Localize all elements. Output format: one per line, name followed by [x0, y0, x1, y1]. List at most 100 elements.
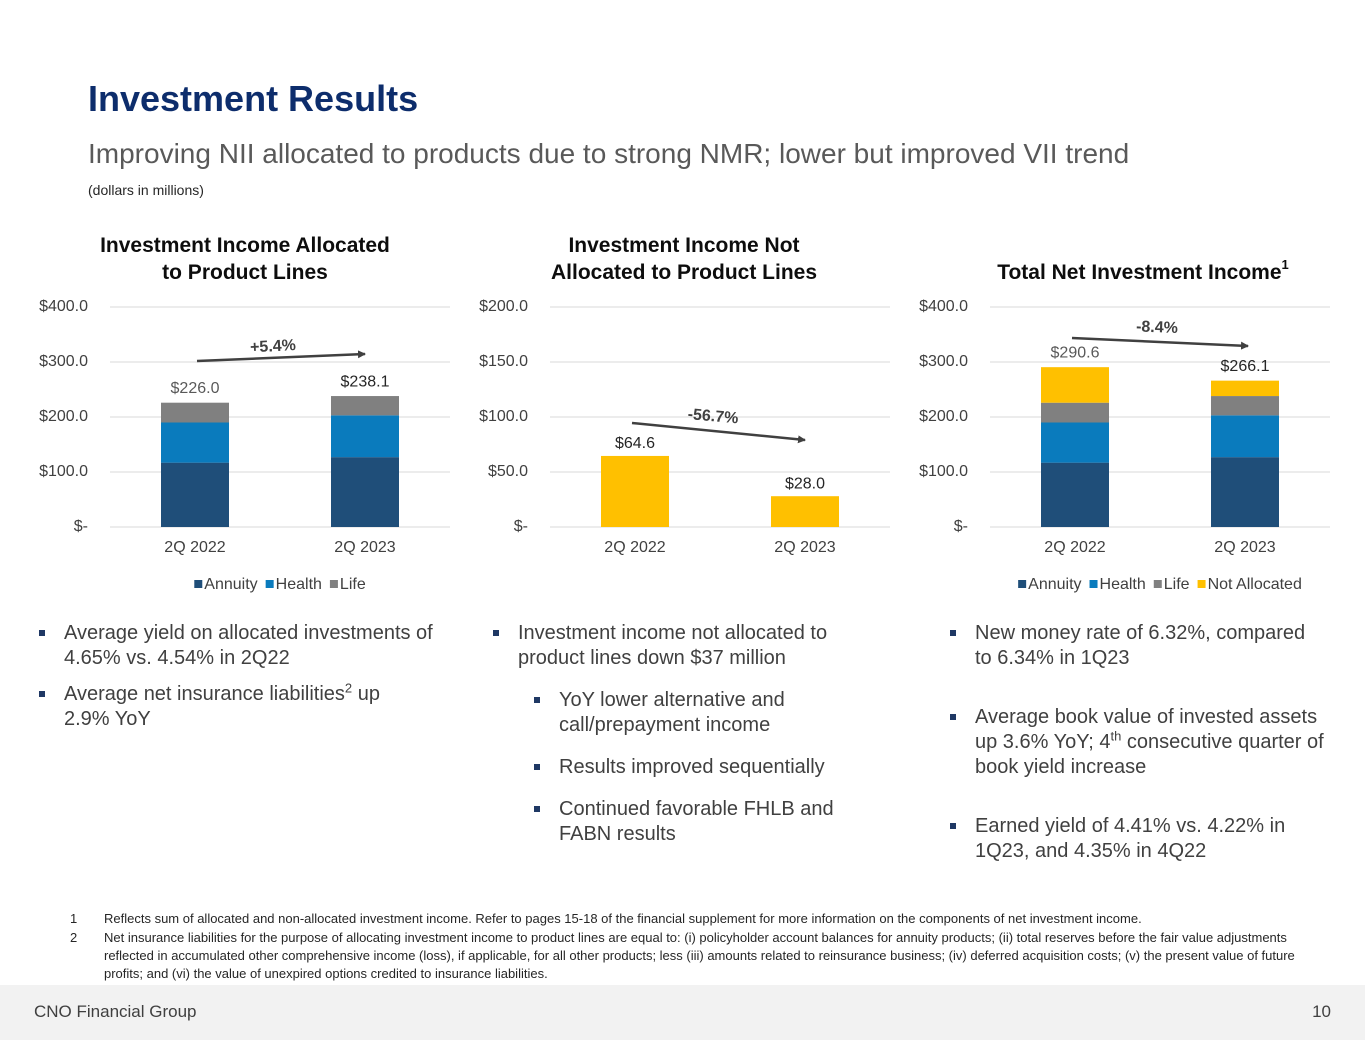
y-tick-label: $100.0	[479, 408, 528, 425]
chart-title: Allocated to Product Lines	[551, 261, 817, 284]
legend-swatch	[194, 580, 203, 588]
y-tick-label: $-	[74, 518, 88, 535]
y-tick-label: $200.0	[479, 298, 528, 315]
bullet-text: Average yield on allocated investments o…	[64, 622, 433, 669]
title: Investment Results	[88, 78, 419, 119]
footnote: 1 Reflects sum of allocated and non-alloc…	[70, 910, 1330, 928]
annotation: +5.4%	[250, 337, 297, 356]
value-label: $28.0	[785, 475, 825, 492]
bullet: New money rate of 6.32%, compared to 6.3…	[950, 621, 1325, 671]
y-tick-label: $300.0	[919, 353, 968, 370]
total-label: $226.0	[171, 380, 220, 397]
bar-segment	[161, 422, 229, 463]
chart-title-text: Allocated to Product Lines	[551, 261, 817, 284]
bullet-text: up 2.9% YoY	[64, 683, 380, 730]
footnote: 2 Net insurance liabilities for the purpo…	[70, 929, 1330, 983]
bullet-text: Continued favorable FHLB and FABN result…	[559, 798, 834, 845]
x-tick-label: 2Q 2023	[1214, 539, 1275, 556]
chart-title-text: Total Net Investment Income	[997, 261, 1281, 284]
legend-label: Life	[340, 576, 366, 593]
superscript: 2	[344, 680, 353, 696]
y-tick-label: $-	[954, 518, 968, 535]
bullet: Average book value of invested assets up…	[950, 705, 1330, 780]
units-note: (dollars in millions)	[88, 182, 204, 198]
total-label: $290.6	[1051, 344, 1100, 361]
bullet-text: Results improved sequentially	[559, 756, 825, 778]
bullet-text: Average net insurance liabilities	[64, 683, 345, 705]
y-tick-label: $100.0	[919, 463, 968, 480]
bar-segment	[1041, 402, 1109, 423]
footnote-text: Net insurance liabilities for the purpos…	[104, 930, 1295, 981]
legend-swatch	[1153, 580, 1162, 588]
bullet-text: Earned yield of 4.41% vs. 4.22% in 1Q23,…	[975, 815, 1286, 862]
x-tick-label: 2Q 2023	[774, 539, 835, 556]
y-tick-label: $400.0	[919, 298, 968, 315]
legend: Annuity Health Life	[194, 576, 366, 593]
x-tick-label: 2Q 2022	[604, 539, 665, 556]
bullet: Investment income not allocated to produ…	[493, 621, 863, 671]
footer-bar	[0, 985, 1365, 1040]
bar-segment	[331, 415, 399, 458]
bar-segment	[161, 462, 229, 527]
bar-segment	[331, 457, 399, 527]
footnote-number: 1	[70, 911, 78, 926]
x-tick-label: 2Q 2022	[164, 539, 225, 556]
legend-label: Annuity	[204, 576, 257, 593]
superscript: th	[1110, 728, 1122, 744]
total-label: $238.1	[341, 373, 390, 390]
bullet: Average net insurance liabilities2 up 2.…	[39, 680, 424, 732]
y-tick-label: $150.0	[479, 353, 528, 370]
chart-title: Investment Income Allocated	[100, 234, 390, 257]
trend-arrow	[1071, 336, 1249, 350]
bullet-text: New money rate of 6.32%, compared to 6.3…	[975, 622, 1306, 669]
chart-title: to Product Lines	[162, 261, 328, 284]
legend: Annuity Health Life Not Allocated	[1018, 576, 1302, 593]
annotation: -8.4%	[1136, 318, 1178, 336]
bar-segment	[1041, 367, 1109, 403]
value-label: $64.6	[615, 435, 655, 452]
x-tick-label: 2Q 2023	[334, 539, 395, 556]
y-tick-label: $-	[514, 518, 528, 535]
annotation: -56.7%	[687, 406, 739, 427]
bar-segment	[161, 402, 229, 423]
bullet: Results improved sequentially	[534, 755, 859, 780]
chart-title: Investment Income Not	[568, 234, 799, 257]
bullet-text: YoY lower alternative and call/prepaymen…	[559, 689, 785, 736]
bullet: Continued favorable FHLB and FABN result…	[534, 797, 859, 847]
chart-title: Total Net Investment Income1	[997, 257, 1289, 283]
bar	[601, 455, 669, 527]
bullet-text: Investment income not allocated to produ…	[518, 622, 828, 669]
bullet: YoY lower alternative and call/prepaymen…	[534, 688, 849, 738]
bullet-text: consecutive quarter of book yield increa…	[975, 731, 1324, 778]
chart-title-text: to Product Lines	[162, 261, 328, 284]
legend-label: Life	[1164, 576, 1190, 593]
bar-segment	[1041, 462, 1109, 527]
chart-title-text: Investment Income Allocated	[100, 234, 390, 257]
x-tick-label: 2Q 2022	[1044, 539, 1105, 556]
total-label: $266.1	[1221, 358, 1270, 375]
y-tick-label: $100.0	[39, 463, 88, 480]
bullet-text: Average book value of invested assets up…	[975, 706, 1318, 753]
trend-arrow	[631, 421, 806, 444]
y-tick-label: $200.0	[919, 408, 968, 425]
bar-segment	[1211, 415, 1279, 458]
bar-segment	[1211, 457, 1279, 527]
legend-label: Not Allocated	[1208, 576, 1302, 593]
legend-label: Health	[1100, 576, 1146, 593]
bar-segment	[1211, 396, 1279, 416]
bar-segment	[1211, 380, 1279, 397]
legend-swatch	[265, 580, 274, 588]
legend-swatch	[1197, 580, 1206, 588]
footnote-number: 2	[70, 930, 78, 945]
legend-swatch	[329, 580, 338, 588]
y-tick-label: $50.0	[488, 463, 528, 480]
bullet: Average yield on allocated investments o…	[39, 621, 444, 671]
legend-swatch	[1018, 580, 1027, 588]
legend-swatch	[1089, 580, 1098, 588]
bar	[771, 496, 839, 527]
subtitle: Improving NII allocated to products due …	[88, 138, 1130, 169]
chart-title-superscript: 1	[1282, 257, 1289, 272]
trend-arrow	[196, 350, 366, 363]
